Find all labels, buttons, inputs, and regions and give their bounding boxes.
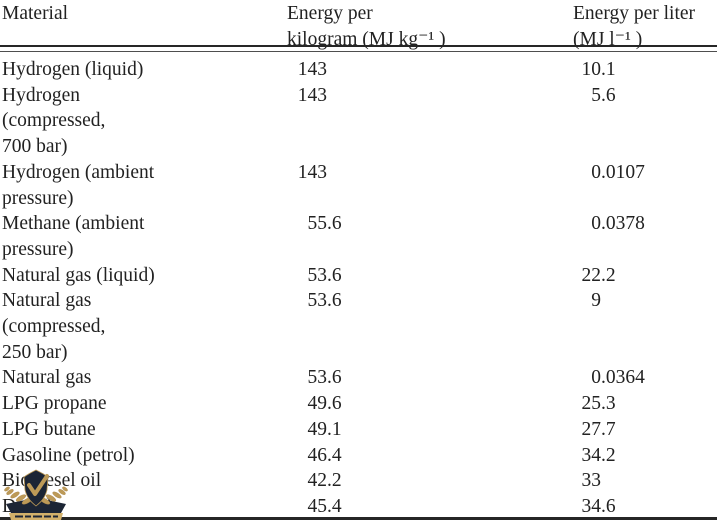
value-integer-part: 55 [307, 213, 328, 235]
table-row: LPG propane 49.6 25.3 [2, 391, 717, 417]
energy-per-liter-cell: 25.3 [573, 391, 717, 417]
value-fraction-part: .6 [327, 213, 342, 235]
energy-per-kilogram-cell: 46.4 [287, 443, 573, 469]
energy-per-kilogram-cell: 143 [287, 57, 573, 83]
table-top-rule [0, 45, 717, 52]
energy-per-liter-cell: 34.2 [573, 443, 717, 469]
table-header: Material Energy per kilogram (MJ kg⁻¹ ) … [2, 1, 717, 52]
energy-per-kilogram-cell: 49.1 [287, 417, 573, 443]
value-integer-part: 0 [591, 161, 601, 183]
value-fraction-part: .3 [601, 393, 616, 415]
energy-per-liter-cell: 27.7 [573, 417, 717, 443]
energy-per-liter-cell: 33 [573, 468, 717, 494]
material-cell: LPG propane [2, 393, 107, 415]
table-row: Diesel 45.4 34.6 [2, 494, 717, 520]
energy-per-kilogram-cell: 45.4 [287, 494, 573, 520]
energy-per-liter-cell: 0.0378 [573, 211, 717, 237]
value-integer-part: 53 [307, 367, 328, 389]
value-integer-part: 143 [297, 84, 327, 106]
table-row: Natural gas (liquid) 53.6 22.2 [2, 263, 717, 289]
value-integer-part: 143 [297, 161, 327, 183]
energy-per-liter-cell: 0.0107 [573, 160, 717, 186]
value-integer-part: 46 [307, 444, 328, 466]
value-integer-part: 49 [307, 418, 328, 440]
energy-per-kilogram-cell: 143 [287, 160, 573, 186]
value-integer-part: 0 [591, 367, 601, 389]
value-fraction-part: .6 [327, 393, 342, 415]
material-cell: Natural gas [2, 367, 92, 389]
value-fraction-part: .6 [327, 290, 342, 312]
value-integer-part: 34 [581, 495, 602, 517]
value-integer-part: 10 [581, 59, 602, 80]
energy-per-kilogram-cell: 53.6 [287, 263, 573, 289]
value-integer-part: 25 [581, 393, 602, 415]
energy-per-kilogram-cell: 55.6 [287, 211, 573, 237]
material-cell: Gasoline (petrol) [2, 444, 135, 466]
value-fraction-part: .7 [601, 418, 616, 440]
value-fraction-part: .2 [327, 470, 342, 492]
value-integer-part: 9 [591, 290, 601, 312]
energy-per-liter-cell: 10.1 [573, 57, 717, 83]
value-integer-part: 33 [581, 470, 602, 492]
value-integer-part: 53 [307, 290, 328, 312]
material-cell: Natural gas (liquid) [2, 264, 155, 286]
energy-per-kilogram-cell: 42.2 [287, 468, 573, 494]
value-fraction-part: .4 [327, 444, 342, 466]
material-cell: Natural gas (compressed, 250 bar) [2, 290, 106, 363]
column-header-material: Material [2, 3, 69, 24]
table-row: Natural gas 53.6 0.0364 [2, 365, 717, 391]
energy-per-liter-cell: 22.2 [573, 263, 717, 289]
value-integer-part: 49 [307, 393, 328, 415]
energy-per-liter-cell: 34.6 [573, 494, 717, 520]
value-integer-part: 34 [581, 444, 602, 466]
value-fraction-part: .6 [601, 84, 616, 106]
value-fraction-part: .6 [601, 495, 616, 517]
value-fraction-part: .1 [601, 59, 616, 80]
value-integer-part: 45 [307, 495, 328, 517]
value-fraction-part: .6 [327, 367, 342, 389]
value-fraction-part: .0107 [601, 161, 645, 183]
energy-per-liter-cell: 5.6 [573, 83, 717, 109]
material-cell: Hydrogen (liquid) [2, 59, 144, 80]
value-fraction-part: .1 [327, 418, 342, 440]
material-cell: Biodiesel oil [2, 470, 102, 492]
value-fraction-part: .4 [327, 495, 342, 517]
value-fraction-part: .6 [327, 264, 342, 286]
value-fraction-part: .0364 [601, 367, 645, 389]
table-row: LPG butane 49.1 27.7 [2, 417, 717, 443]
table-row: Natural gas (compressed, 250 bar) 53.6 9 [2, 288, 717, 365]
material-cell: Hydrogen (ambient pressure) [2, 161, 155, 209]
material-cell: Diesel [2, 495, 52, 517]
energy-per-kilogram-cell: 49.6 [287, 391, 573, 417]
column-header-energy-per-liter: Energy per liter (MJ l⁻¹ ) [573, 3, 696, 50]
value-integer-part: 42 [307, 470, 328, 492]
energy-per-kilogram-cell: 53.6 [287, 365, 573, 391]
table-body: Hydrogen (liquid) 143 10.1 Hydrogen (compre… [2, 57, 717, 520]
value-integer-part: 5 [591, 84, 601, 106]
table-row: Hydrogen (ambient pressure) 143 0.0107 [2, 160, 717, 211]
table-row: Methane (ambient pressure) 55.6 0.0378 [2, 211, 717, 262]
table-row: Hydrogen (liquid) 143 10.1 [2, 57, 717, 83]
value-integer-part: 22 [581, 264, 602, 286]
material-cell: LPG butane [2, 418, 96, 440]
material-cell: Hydrogen (compressed, 700 bar) [2, 84, 106, 158]
table-row: Biodiesel oil 42.2 33 [2, 468, 717, 494]
value-integer-part: 53 [307, 264, 328, 286]
energy-per-kilogram-cell: 143 [287, 83, 573, 109]
value-fraction-part: .2 [601, 264, 616, 286]
energy-per-liter-cell: 9 [573, 288, 717, 314]
value-integer-part: 143 [297, 59, 327, 80]
value-fraction-part: .2 [601, 444, 616, 466]
energy-per-liter-cell: 0.0364 [573, 365, 717, 391]
energy-per-kilogram-cell: 53.6 [287, 288, 573, 314]
value-integer-part: 0 [591, 213, 601, 235]
table-bottom-rule [0, 517, 717, 520]
value-integer-part: 27 [581, 418, 602, 440]
table-row: Hydrogen (compressed, 700 bar) 143 5.6 [2, 83, 717, 160]
column-header-energy-per-kilogram: Energy per kilogram (MJ kg⁻¹ ) [287, 3, 446, 50]
material-cell: Methane (ambient pressure) [2, 213, 145, 260]
table-row: Gasoline (petrol) 46.4 34.2 [2, 443, 717, 469]
value-fraction-part: .0378 [601, 213, 645, 235]
